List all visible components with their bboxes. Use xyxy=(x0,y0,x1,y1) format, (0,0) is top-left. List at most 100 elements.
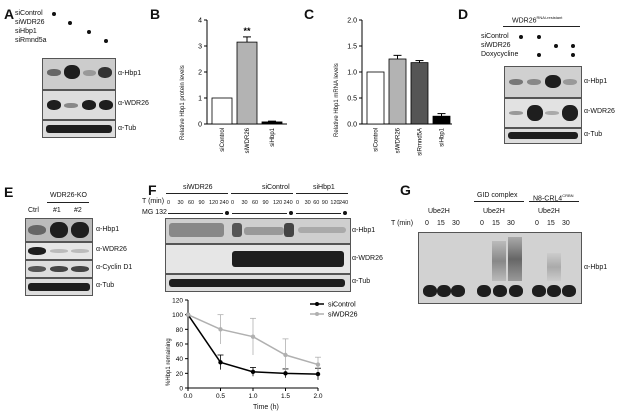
mg132-dot xyxy=(289,211,293,215)
time-label: 30 xyxy=(241,200,248,206)
time-label: 30 xyxy=(177,200,184,206)
time-label: 0 xyxy=(296,200,300,206)
condition-dot xyxy=(52,12,56,16)
condition-dot xyxy=(519,35,523,39)
mg132-line xyxy=(232,213,287,214)
condition-dot xyxy=(537,35,541,39)
legend-label: siControl xyxy=(328,302,356,309)
category-label: siWDR26 xyxy=(245,127,251,153)
y-tick-label: 0.0 xyxy=(347,122,357,129)
lane-label: #2 xyxy=(74,207,82,214)
legend-label: siWDR26 xyxy=(328,312,358,319)
mg132-dot xyxy=(343,211,347,215)
group-label: WDR26-KO xyxy=(50,192,87,199)
antibody-label: α-WDR26 xyxy=(118,100,149,107)
condition-label: siRmnd5a xyxy=(15,37,47,44)
mg132-line xyxy=(296,213,341,214)
time-label: 60 xyxy=(252,200,259,206)
lane-label: #1 xyxy=(53,207,61,214)
time-label: 30 xyxy=(452,220,460,227)
group-line xyxy=(231,193,293,194)
time-axis-label: T (min) xyxy=(391,220,414,227)
y-tick-label: 4 xyxy=(198,18,202,25)
legend-marker xyxy=(315,302,319,306)
data-point xyxy=(283,352,288,358)
construct-label: WDR26RNAi-resistant xyxy=(512,15,563,25)
bar xyxy=(432,115,451,125)
row-label: siControl xyxy=(481,33,509,40)
time-label: 30 xyxy=(562,220,570,227)
blot-hbp1-ubiquitination xyxy=(418,232,582,304)
y-tick-label: 0.5 xyxy=(347,96,357,103)
condition-dot xyxy=(537,53,541,57)
data-point xyxy=(283,371,288,376)
blot-wdr26 xyxy=(165,244,351,274)
mg132-dot xyxy=(225,211,229,215)
enzyme-label: Ube2H xyxy=(483,208,505,215)
condition-label: siControl xyxy=(15,10,43,17)
bar xyxy=(410,62,429,125)
y-tick-label: 3 xyxy=(198,44,202,51)
treatment-label: MG 132 xyxy=(142,209,167,216)
group-label: siControl xyxy=(262,184,290,191)
bar xyxy=(261,121,283,125)
y-tick-label: 80 xyxy=(176,327,184,334)
y-tick-label: 20 xyxy=(176,371,184,378)
data-point xyxy=(185,312,191,317)
time-label: 60 xyxy=(188,200,195,206)
x-tick-label: 1.5 xyxy=(281,393,290,400)
chart-c: 0.0 0.5 1.0 1.5 2.0 siControl siWDR26 siRmnd5A s… xyxy=(347,18,452,156)
blot-wdr26 xyxy=(25,242,93,260)
category-label: siWDR26 xyxy=(396,127,402,153)
group-label: siHbp1 xyxy=(313,184,335,191)
condition-dot xyxy=(104,39,108,43)
antibody-label: α-WDR26 xyxy=(352,255,383,262)
antibody-label: α-Tub xyxy=(96,282,115,289)
time-label: 240 xyxy=(219,200,229,206)
antibody-label: α-Hbp1 xyxy=(584,264,608,271)
y-tick-label: 2.0 xyxy=(347,18,357,25)
time-label: 0 xyxy=(167,200,171,206)
time-label: 120 xyxy=(209,200,219,206)
group-label: GID complex xyxy=(477,192,518,199)
data-point xyxy=(250,369,256,375)
bar xyxy=(211,97,233,125)
x-tick-label: 0.5 xyxy=(216,393,225,400)
row-label: siWDR26 xyxy=(481,42,511,49)
antibody-label: α-Tub xyxy=(584,131,603,138)
data-point xyxy=(218,327,223,332)
time-label: 90 xyxy=(321,200,328,206)
lane-label: Ctrl xyxy=(28,207,39,214)
time-label: 30 xyxy=(507,220,515,227)
row-label: Doxycycline xyxy=(481,51,519,58)
time-label: 15 xyxy=(547,220,555,227)
chart-f: 0 20 40 60 80 100 120 0.0 0.5 1.0 1.5 2.0 siControl s… xyxy=(172,298,358,401)
antibody-label: α-Hbp1 xyxy=(118,70,142,77)
condition-dot xyxy=(87,30,91,34)
legend-marker xyxy=(315,312,319,316)
category-label: siControl xyxy=(374,128,380,152)
time-label: 90 xyxy=(262,200,269,206)
mg132-line xyxy=(168,213,223,214)
antibody-label: α-WDR26 xyxy=(96,246,127,253)
blot-wdr26 xyxy=(504,98,582,128)
bar xyxy=(388,58,407,125)
condition-dot xyxy=(554,44,558,48)
y-tick-label: 40 xyxy=(176,356,184,363)
x-tick-label: 0.0 xyxy=(183,393,192,400)
bar xyxy=(366,71,385,125)
data-point xyxy=(250,334,256,339)
category-label: siHbp1 xyxy=(270,127,276,146)
time-label: 0 xyxy=(425,220,429,227)
time-label: 0 xyxy=(535,220,539,227)
significance-marker: ** xyxy=(243,26,251,36)
blot-cyclin-d1 xyxy=(25,260,93,278)
enzyme-label: Ube2H xyxy=(538,208,560,215)
y-tick-label: 0 xyxy=(198,122,202,129)
group-label: siWDR26 xyxy=(183,184,213,191)
y-tick-label: 0 xyxy=(179,386,183,393)
panel-e-letter: E xyxy=(4,184,14,200)
panel-f-letter: F xyxy=(148,182,157,198)
time-label: 15 xyxy=(492,220,500,227)
y-tick-label: 1 xyxy=(198,96,202,103)
